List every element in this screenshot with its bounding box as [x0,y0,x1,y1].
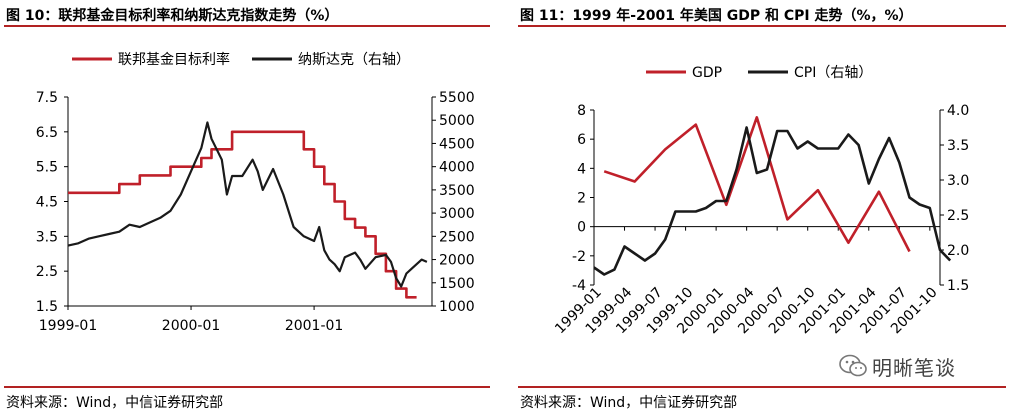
nasdaq-line [67,121,428,288]
left-y-tick-label: 0 [577,220,586,236]
right-chart-legend: GDP CPI（右轴） [646,65,872,81]
left-y-tick-label: -4 [572,278,586,294]
right-y-tick-label: 1000 [439,299,475,315]
right-source-rule [518,386,1006,388]
left-y-tick-label: 6 [577,132,586,148]
right-chart-axes: -4-2024681.52.02.53.03.54.01999-011999-0… [552,103,969,337]
left-chart-series [67,121,428,299]
right-y-tick-label: 4000 [439,160,475,176]
legend-label-cpi: CPI（右轴） [794,65,872,81]
right-y-tick-label: 3000 [439,206,475,222]
watermark: 明晰笔谈 [838,352,956,380]
watermark-text: 明晰笔谈 [872,355,956,380]
left-y-tick-label: 4.5 [36,195,58,211]
left-y-tick-label: 1.5 [36,299,58,315]
right-chart: GDP CPI（右轴） -4-2024681.52.02.53.03.54.019… [552,65,969,337]
right-y-tick-label: 3.0 [947,173,969,189]
right-y-tick-label: 2000 [439,253,475,269]
left-y-tick-label: 4 [577,161,586,177]
legend-label-nasdaq: 纳斯达克（右轴） [298,52,410,68]
cpi-line [593,126,952,276]
left-chart-title: 图 10：联邦基金目标利率和纳斯达克指数走势（%） [6,8,339,24]
left-title-rule [4,25,490,27]
x-tick-label: 2001-01 [285,318,344,334]
right-y-tick-label: 5000 [439,113,475,129]
right-y-tick-label: 3.5 [947,138,969,154]
right-source-note: 资料来源：Wind，中信证券研究部 [520,395,738,411]
legend-label-gdp: GDP [692,65,722,81]
left-source-rule [4,386,490,388]
left-chart-legend: 联邦基金目标利率 纳斯达克（右轴） [72,51,410,68]
right-y-tick-label: 1.5 [947,278,969,294]
right-y-tick-label: 4.0 [947,103,969,119]
right-y-tick-label: 2500 [439,229,475,245]
left-chart-axes: 1.5 2.5 3.5 4.5 5.5 6.5 7.5 1000 1500 2000 2500 300… [36,90,475,334]
left-y-tick-label: 6.5 [36,125,58,141]
left-y-tick-label: 2 [577,191,586,207]
legend-label-fed-rate: 联邦基金目标利率 [118,51,230,68]
left-source-note: 资料来源：Wind，中信证券研究部 [6,395,224,411]
right-y-tick-label: 5500 [439,90,475,106]
left-y-tick-label: 7.5 [36,90,58,106]
right-y-tick-label: 1500 [439,276,475,292]
right-y-tick-label: 3500 [439,183,475,199]
fed-funds-rate-line [68,130,417,299]
left-chart: 联邦基金目标利率 纳斯达克（右轴） 1.5 2.5 3.5 4.5 5.5 6.5 7.5 10… [36,51,475,334]
right-chart-title: 图 11：1999 年-2001 年美国 GDP 和 CPI 走势（%，%） [520,8,913,24]
left-y-tick-label: 5.5 [36,160,58,176]
left-y-tick-label: 3.5 [36,229,58,245]
right-y-tick-label: 2.5 [947,208,969,224]
right-y-tick-label: 4500 [439,136,475,152]
right-title-rule [518,25,1006,27]
gdp-line [603,116,911,253]
left-y-tick-label: 2.5 [36,264,58,280]
right-y-tick-label: 2.0 [947,243,969,259]
left-y-tick-label: -2 [572,249,586,265]
wechat-icon [839,354,867,377]
right-chart-series [593,116,952,276]
x-tick-label: 2000-01 [162,318,221,334]
left-y-tick-label: 8 [577,103,586,119]
x-tick-label: 1999-01 [39,318,98,334]
